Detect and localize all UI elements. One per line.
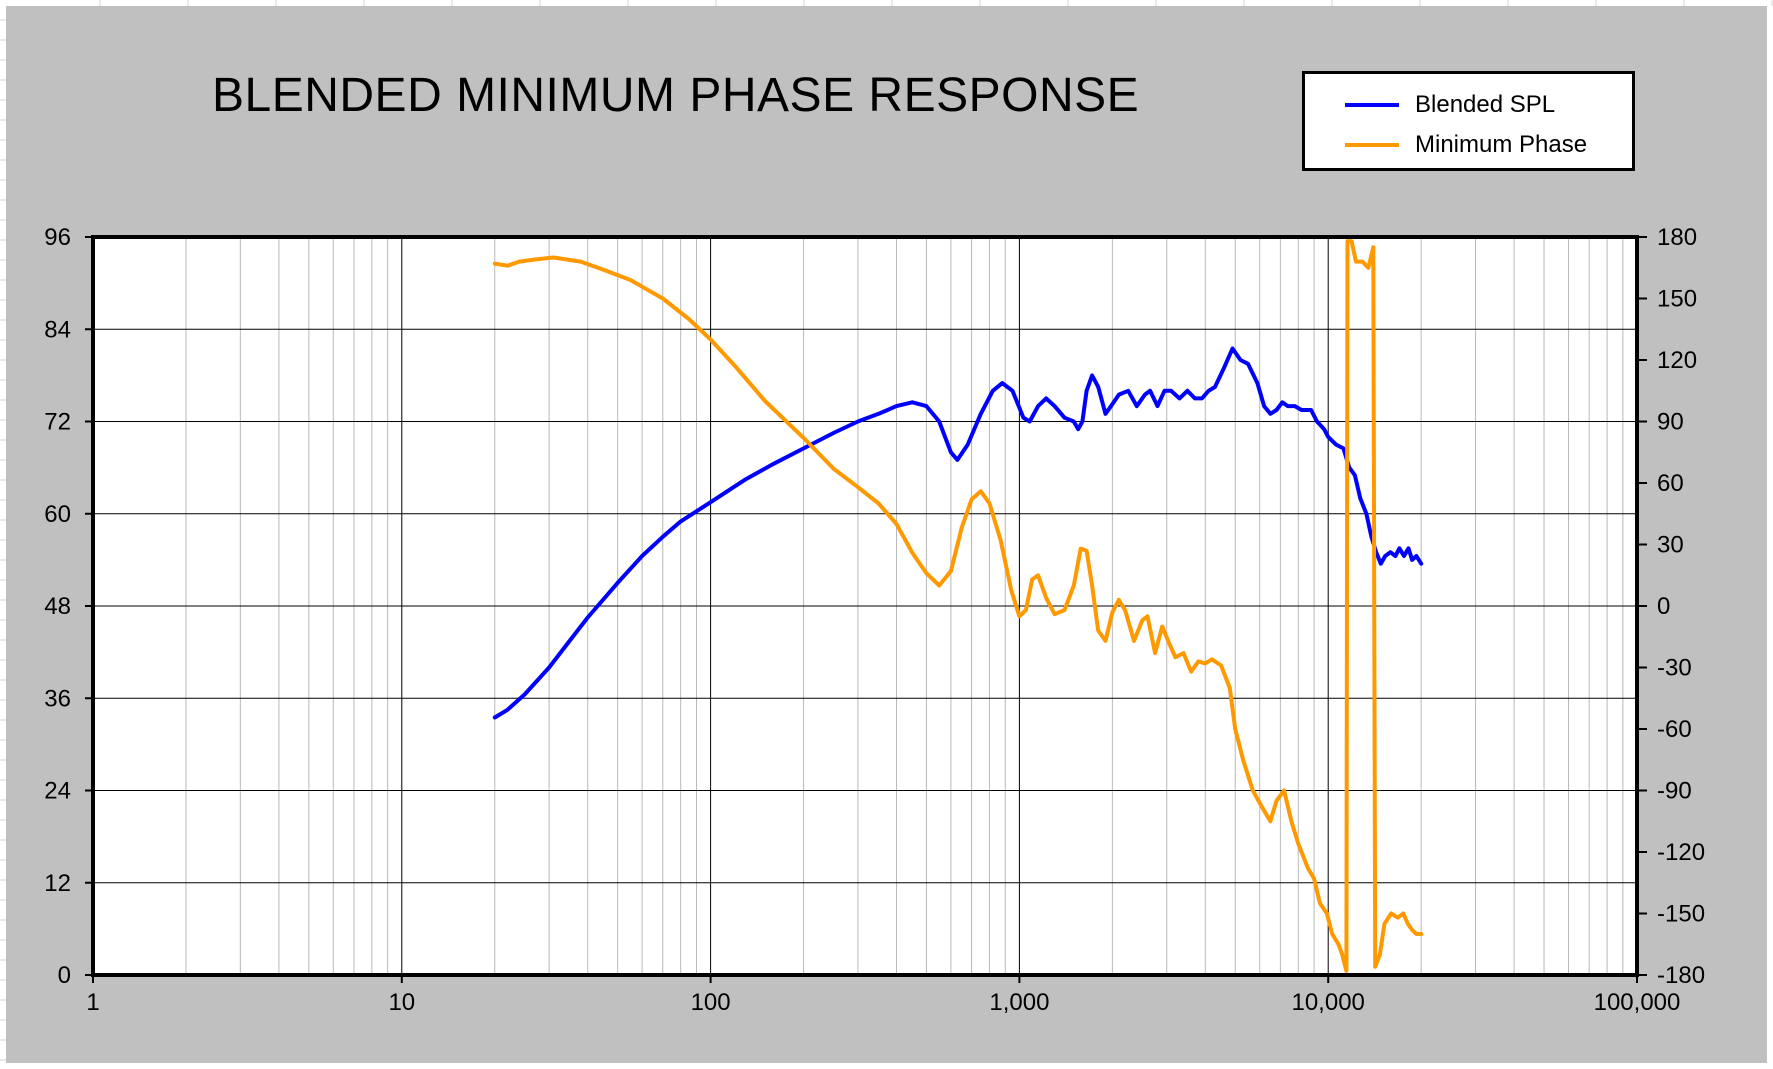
right-axis-tick-label: 90 (1657, 409, 1684, 436)
left-axis-tick-label: 96 (44, 224, 71, 251)
left-axis-tick-label: 84 (44, 316, 71, 343)
legend: Blended SPL Minimum Phase (1302, 71, 1635, 171)
x-axis-tick-label: 1 (86, 989, 99, 1016)
series-line-blended-spl (492, 346, 1424, 720)
x-axis-tick-label: 10 (388, 989, 415, 1016)
right-axis-tick-label: 120 (1657, 347, 1697, 374)
right-axis-tick-label: -120 (1657, 839, 1705, 866)
left-axis-tick-label: 48 (44, 593, 71, 620)
left-axis-tick-label: 36 (44, 685, 71, 712)
right-axis-tick-label: 30 (1657, 532, 1684, 559)
series-group (492, 239, 1424, 973)
series-line-minimum-phase (492, 239, 1424, 973)
left-axis-tick-label: 60 (44, 501, 71, 528)
legend-item-minimum-phase: Minimum Phase (1345, 131, 1587, 159)
right-axis-tick-label: 150 (1657, 286, 1697, 313)
right-axis-tick-label: -60 (1657, 716, 1692, 743)
legend-label-minimum-phase: Minimum Phase (1415, 131, 1588, 158)
chart-title: BLENDED MINIMUM PHASE RESPONSE (212, 69, 1140, 122)
legend-swatch-blended-spl (1345, 103, 1399, 107)
legend-swatch-minimum-phase (1345, 143, 1399, 147)
x-axis-tick-label: 10,000 (1291, 989, 1364, 1016)
legend-item-blended-spl: Blended SPL (1345, 91, 1555, 119)
x-axis: 1 10 100 1,000 10,000 100,000 (86, 975, 1680, 1016)
left-axis-tick-label: 0 (58, 962, 71, 989)
x-axis-tick-label: 1,000 (989, 989, 1049, 1016)
x-axis-tick-label: 100 (691, 989, 731, 1016)
left-axis: 0 12 24 36 48 60 72 84 96 (44, 224, 93, 989)
right-axis-tick-label: -30 (1657, 655, 1692, 682)
right-axis-tick-label: -180 (1657, 962, 1705, 989)
legend-label-blended-spl: Blended SPL (1415, 91, 1556, 118)
right-axis-tick-label: 60 (1657, 470, 1684, 497)
left-axis-tick-label: 72 (44, 409, 71, 436)
right-axis-tick-label: -150 (1657, 901, 1705, 928)
right-axis: -180 -150 -120 -90 -60 -30 0 30 60 90 120 150 180 (1637, 224, 1705, 989)
right-axis-tick-label: 180 (1657, 224, 1697, 251)
right-axis-tick-label: -90 (1657, 778, 1692, 805)
left-axis-tick-label: 24 (44, 778, 71, 805)
left-axis-tick-label: 12 (44, 870, 71, 897)
right-axis-tick-label: 0 (1657, 593, 1670, 620)
x-axis-tick-label: 100,000 (1594, 989, 1681, 1016)
